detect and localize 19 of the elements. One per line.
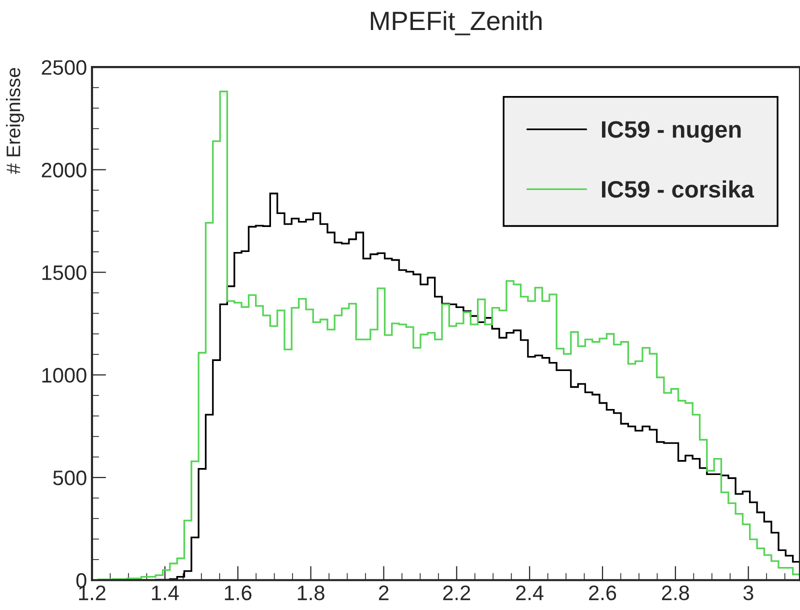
x-tick-label: 2.6 <box>589 586 616 600</box>
chart-title: MPEFit_Zenith <box>370 10 542 36</box>
x-tick-label: 1.2 <box>79 586 106 600</box>
y-tick-label: 2500 <box>42 60 86 75</box>
legend-label: IC59 - corsika <box>602 180 754 198</box>
y-tick-label: 2000 <box>42 162 86 178</box>
x-tick-label: 1.4 <box>152 586 179 600</box>
legend-label: IC59 - nugen <box>602 121 741 143</box>
x-tick-label: 1.8 <box>298 586 324 600</box>
y-tick-label: 500 <box>53 470 86 486</box>
x-tick-label: 1.6 <box>224 586 252 600</box>
y-axis-title: # Ereignisse <box>6 68 24 174</box>
y-tick-label: 1000 <box>42 368 86 383</box>
x-tick-label: 2.8 <box>662 586 690 600</box>
y-tick-label: 1500 <box>42 265 86 280</box>
x-tick-label: 2 <box>378 586 388 600</box>
x-tick-label: 2.2 <box>443 586 470 600</box>
x-tick-label: 2.4 <box>516 586 544 600</box>
x-tick-label: 3 <box>743 586 754 600</box>
